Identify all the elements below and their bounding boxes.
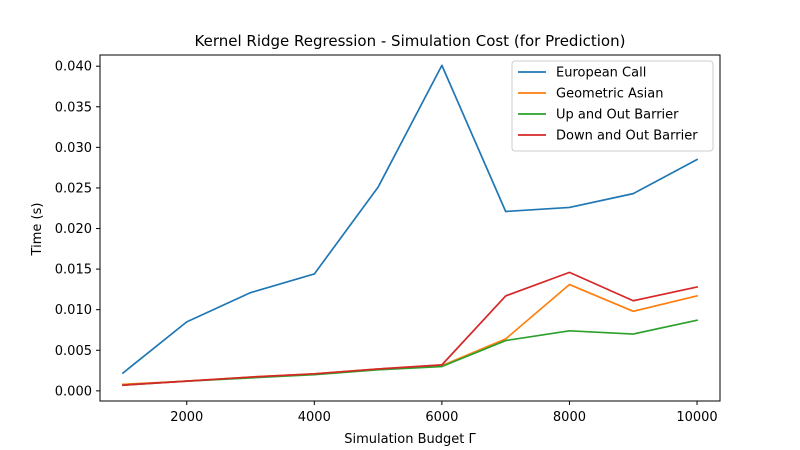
x-tick-label: 8000 xyxy=(553,410,586,425)
series-layer xyxy=(121,64,699,387)
y-tick-label: 0.000 xyxy=(55,384,92,399)
legend-box xyxy=(511,60,714,152)
y-tick-label: 0.040 xyxy=(55,60,92,75)
axis-ticks: 2000 4000 6000 8000 10000 0.000 0.005 0.010 0.01… xyxy=(55,60,718,425)
plot-frame xyxy=(99,54,721,402)
legend: European Call Geometric Asian Up and Out B… xyxy=(511,60,714,152)
legend-label-geometric-asian: Geometric Asian xyxy=(556,87,664,102)
y-tick-label: 0.030 xyxy=(55,141,92,156)
series-line-geometric-asian xyxy=(122,283,699,386)
y-tick-label: 0.020 xyxy=(55,222,92,237)
legend-label-down-and-out-barrier: Down and Out Barrier xyxy=(556,129,698,144)
y-tick-label: 0.025 xyxy=(55,181,92,196)
x-tick-label: 4000 xyxy=(298,410,331,425)
y-tick-label: 0.005 xyxy=(55,344,92,359)
y-tick-label: 0.010 xyxy=(55,303,92,318)
y-axis-label: Time (s) xyxy=(30,203,45,257)
series-line-european-call xyxy=(121,64,699,375)
chart-title: Kernel Ridge Regression - Simulation Cos… xyxy=(195,32,626,50)
x-tick-label: 2000 xyxy=(170,410,203,425)
x-tick-label: 10000 xyxy=(676,410,717,425)
legend-label-up-and-out-barrier: Up and Out Barrier xyxy=(556,108,679,123)
series-line-down-and-out-barrier xyxy=(122,271,699,387)
x-axis-label: Simulation Budget Γ xyxy=(344,432,476,447)
legend-label-european-call: European Call xyxy=(556,66,646,81)
y-tick-label: 0.035 xyxy=(55,100,92,115)
x-tick-label: 6000 xyxy=(425,410,458,425)
series-line-up-and-out-barrier xyxy=(122,319,699,387)
y-tick-label: 0.015 xyxy=(55,263,92,278)
